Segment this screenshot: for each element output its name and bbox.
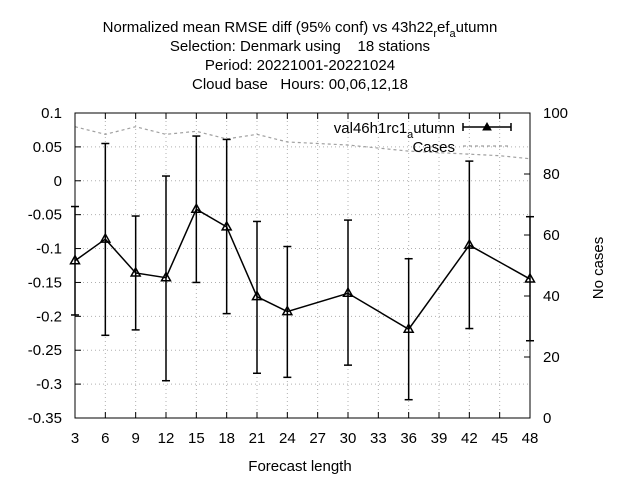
y-tick-label: -0.15 [28, 274, 62, 291]
legend-cases-label: Cases [412, 139, 455, 156]
title-line-4: Cloud base Hours: 00,06,12,18 [192, 76, 408, 93]
title-line-3: Period: 20221001-20221024 [205, 57, 395, 74]
x-tick-label: 12 [158, 430, 175, 447]
cases-series [74, 126, 531, 160]
grid [75, 113, 530, 418]
y-tick-label: 0.05 [33, 139, 62, 156]
x-axis-label: Forecast length [248, 458, 351, 475]
y2-tick-label: 0 [543, 410, 551, 427]
x-tick-label: 30 [340, 430, 357, 447]
x-tick-label: 42 [461, 430, 478, 447]
series-line [74, 208, 531, 331]
data-point [129, 266, 142, 277]
y-tick-label: -0.25 [28, 342, 62, 359]
chart-title: Normalized mean RMSE diff (95% conf) vs … [103, 19, 498, 93]
x-tick-label: 36 [400, 430, 417, 447]
x-tick-label: 9 [131, 430, 139, 447]
y2-tick-label: 100 [543, 105, 568, 122]
x-tick-label: 45 [491, 430, 508, 447]
y2-tick-label: 40 [543, 288, 560, 305]
data-point [463, 238, 476, 249]
x-tick-label: 18 [218, 430, 235, 447]
x-tick-label: 33 [370, 430, 387, 447]
title-line-2: Selection: Denmark using 18 stations [170, 38, 430, 55]
data-point [190, 202, 203, 213]
data-point [281, 305, 294, 316]
y2-tick-label: 60 [543, 227, 560, 244]
x-tick-label: 6 [101, 430, 109, 447]
x-tick-label: 21 [249, 430, 266, 447]
y2-tick-label: 20 [543, 349, 560, 366]
data-point [99, 232, 112, 243]
x-tick-label: 24 [279, 430, 296, 447]
cases-line [74, 126, 531, 160]
x-tick-label: 39 [431, 430, 448, 447]
legend-series-label: val46h1rc1autumn [334, 120, 455, 141]
data-point [402, 322, 415, 333]
y-tick-label: -0.35 [28, 410, 62, 427]
y-tick-label: 0.1 [41, 105, 62, 122]
y-tick-label: 0 [54, 173, 62, 190]
y2-axis-label: No cases [590, 237, 607, 300]
x-tick-label: 27 [309, 430, 326, 447]
y-tick-label: -0.1 [36, 241, 62, 258]
x-tick-label: 48 [522, 430, 539, 447]
x-tick-label: 3 [71, 430, 79, 447]
data-point [160, 271, 172, 282]
axis-ticks [74, 112, 531, 419]
title-line-1: Normalized mean RMSE diff (95% conf) vs … [103, 19, 498, 40]
y-tick-label: -0.05 [28, 207, 62, 224]
y-tick-label: -0.2 [36, 308, 62, 325]
legend: val46h1rc1autumn Cases [334, 120, 512, 156]
plot-frame [74, 112, 531, 419]
y2-tick-label: 80 [543, 166, 560, 183]
data-point [251, 290, 263, 301]
legend-series-swatch [462, 121, 512, 131]
data-point [220, 220, 233, 231]
tick-labels: 3 6 9 12 15 18 21 24 27 30 33 36 39 42 45 480.10.050-0.… [28, 105, 568, 447]
x-tick-label: 15 [188, 430, 205, 447]
y-tick-label: -0.3 [36, 376, 62, 393]
main-series [69, 135, 536, 401]
data-point [342, 286, 354, 298]
